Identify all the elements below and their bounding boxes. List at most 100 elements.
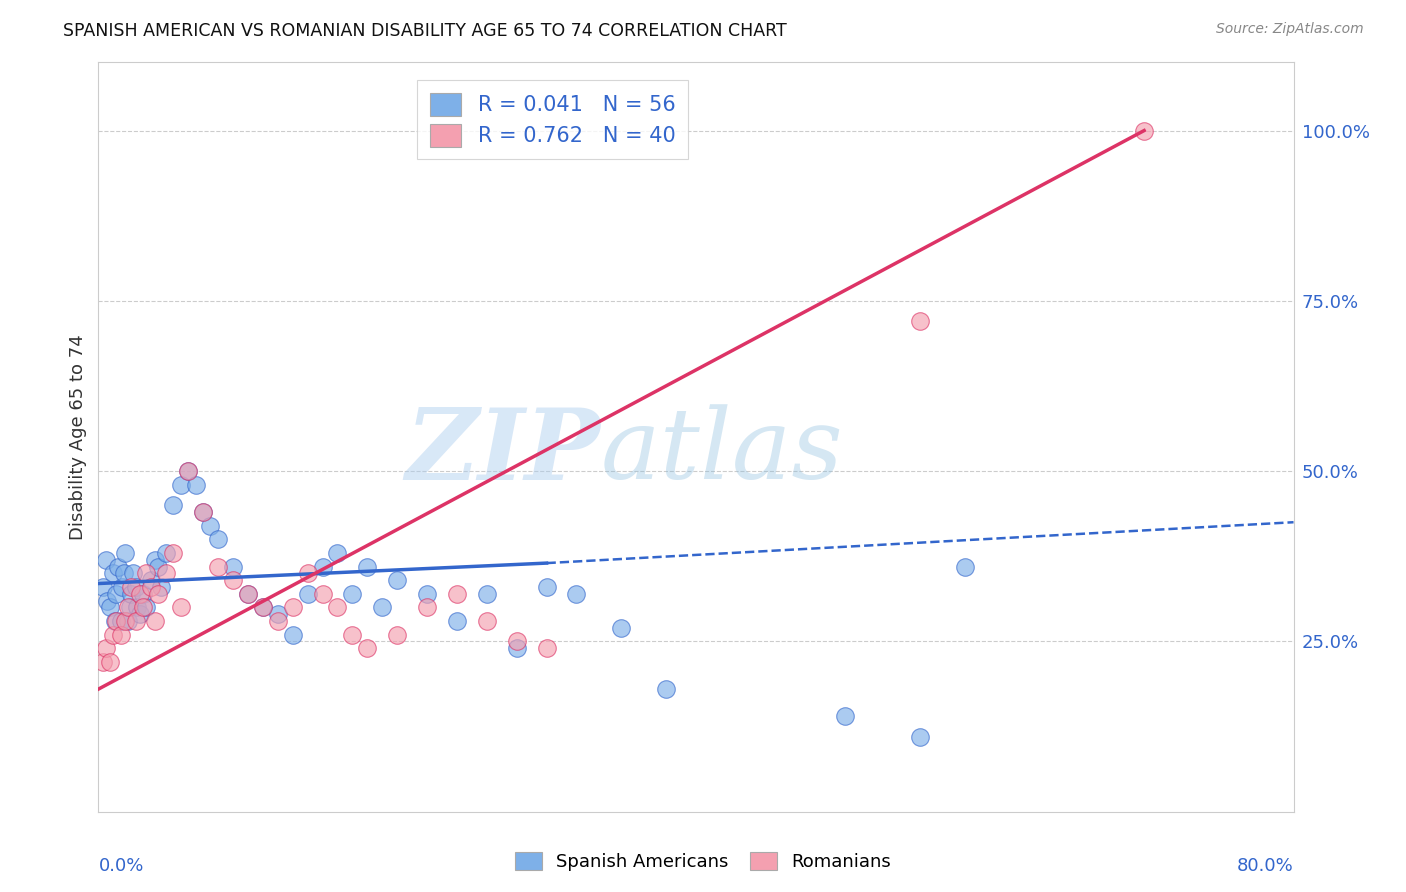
Point — [132, 600, 155, 615]
Text: SPANISH AMERICAN VS ROMANIAN DISABILITY AGE 65 TO 74 CORRELATION CHART: SPANISH AMERICAN VS ROMANIAN DISABILITY … — [63, 22, 787, 40]
Point — [207, 533, 229, 547]
Point — [91, 580, 114, 594]
Point — [135, 566, 157, 581]
Point — [120, 587, 142, 601]
Point — [105, 614, 128, 628]
Point — [177, 464, 200, 478]
Point — [326, 600, 349, 615]
Point — [385, 573, 409, 587]
Point — [281, 627, 304, 641]
Text: Source: ZipAtlas.com: Source: ZipAtlas.com — [1216, 22, 1364, 37]
Point — [565, 587, 588, 601]
Point — [155, 546, 177, 560]
Point — [107, 559, 129, 574]
Point — [222, 559, 245, 574]
Point — [150, 580, 173, 594]
Point — [281, 600, 304, 615]
Point — [536, 641, 558, 656]
Point — [143, 552, 166, 566]
Point — [446, 614, 468, 628]
Point — [834, 709, 856, 723]
Point — [416, 600, 439, 615]
Point — [267, 607, 290, 622]
Point — [610, 621, 633, 635]
Point — [184, 477, 207, 491]
Point — [111, 580, 134, 594]
Point — [356, 559, 378, 574]
Text: atlas: atlas — [600, 404, 844, 500]
Point — [475, 587, 498, 601]
Point — [416, 587, 439, 601]
Text: 0.0%: 0.0% — [98, 856, 143, 875]
Point — [127, 600, 149, 615]
Point — [129, 587, 152, 601]
Point — [908, 314, 931, 328]
Legend: Spanish Americans, Romanians: Spanish Americans, Romanians — [508, 845, 898, 879]
Point — [118, 600, 141, 615]
Point — [326, 546, 349, 560]
Point — [103, 627, 125, 641]
Point — [207, 559, 229, 574]
Point — [311, 559, 333, 574]
Point — [342, 587, 364, 601]
Point — [105, 587, 128, 601]
Point — [169, 600, 191, 615]
Point — [200, 518, 222, 533]
Point — [110, 627, 132, 641]
Point — [117, 600, 139, 615]
Point — [148, 559, 170, 574]
Point — [110, 614, 132, 628]
Point — [908, 730, 931, 744]
Point — [162, 498, 184, 512]
Point — [114, 546, 136, 560]
Point — [252, 600, 274, 615]
Point — [148, 587, 170, 601]
Point — [191, 505, 214, 519]
Point — [297, 566, 319, 581]
Point — [267, 614, 290, 628]
Point — [385, 627, 409, 641]
Point — [112, 566, 135, 581]
Point — [236, 587, 259, 601]
Point — [129, 607, 152, 622]
Point — [236, 587, 259, 601]
Point — [94, 641, 117, 656]
Point — [169, 477, 191, 491]
Point — [98, 655, 122, 669]
Point — [135, 600, 157, 615]
Y-axis label: Disability Age 65 to 74: Disability Age 65 to 74 — [69, 334, 87, 540]
Text: 80.0%: 80.0% — [1237, 856, 1294, 875]
Point — [1133, 123, 1156, 137]
Legend: R = 0.041   N = 56, R = 0.762   N = 40: R = 0.041 N = 56, R = 0.762 N = 40 — [418, 80, 688, 159]
Point — [311, 587, 333, 601]
Point — [125, 614, 148, 628]
Point — [104, 614, 127, 628]
Point — [125, 580, 148, 594]
Point — [143, 614, 166, 628]
Point — [536, 580, 558, 594]
Point — [120, 580, 142, 594]
Text: ZIP: ZIP — [405, 404, 600, 500]
Point — [91, 655, 114, 669]
Point — [121, 566, 143, 581]
Point — [94, 552, 117, 566]
Point — [96, 593, 118, 607]
Point — [117, 614, 139, 628]
Point — [356, 641, 378, 656]
Point — [114, 614, 136, 628]
Point — [155, 566, 177, 581]
Point — [252, 600, 274, 615]
Point — [506, 641, 529, 656]
Point — [446, 587, 468, 601]
Point — [342, 627, 364, 641]
Point — [953, 559, 976, 574]
Point — [103, 566, 125, 581]
Point — [222, 573, 245, 587]
Point — [98, 600, 122, 615]
Point — [139, 580, 162, 594]
Point — [139, 573, 162, 587]
Point — [475, 614, 498, 628]
Point — [177, 464, 200, 478]
Point — [655, 682, 678, 697]
Point — [132, 587, 155, 601]
